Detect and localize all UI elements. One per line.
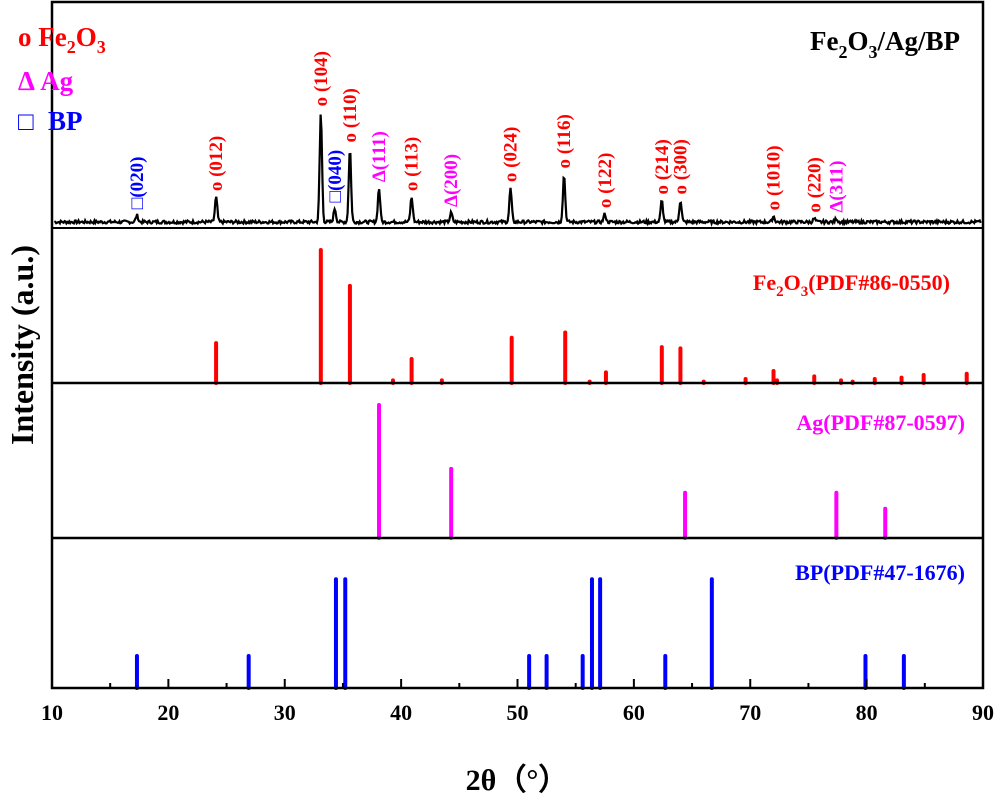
ref-label-ag: Ag(PDF#87-0597): [796, 410, 965, 435]
x-tick-label: 10: [41, 700, 63, 725]
legend-bp: BP: [48, 106, 83, 136]
peak-label: □(040): [325, 150, 346, 203]
x-tick-label: 30: [274, 700, 296, 725]
peak-label: o (024): [501, 127, 522, 182]
peak-label: o (113): [402, 137, 423, 191]
peak-label: □(020): [127, 157, 148, 210]
x-tick-label: 70: [739, 700, 761, 725]
x-tick-label: 40: [390, 700, 412, 725]
peak-labels: □(020) o (012) o (104) □(040) o (110) Δ(111) o…: [127, 51, 847, 213]
x-tick-label: 60: [623, 700, 645, 725]
peak-label: Δ(111): [369, 131, 390, 182]
legend-fe2o3: o Fe2O3: [18, 22, 106, 57]
plot-frame: [50, 0, 985, 690]
ref-label-fe2o3: Fe2O3(PDF#86-0550): [753, 270, 950, 300]
reference-patterns: [134, 248, 969, 690]
x-axis-label: 2θ（°）: [466, 763, 569, 797]
x-tick-label: 80: [856, 700, 878, 725]
x-tick-label: 20: [157, 700, 179, 725]
peak-label: o (220): [804, 157, 825, 212]
peak-label: o (012): [206, 136, 227, 191]
ref-label-bp: BP(PDF#47-1676): [795, 560, 965, 585]
peak-label: o (1010): [764, 145, 785, 210]
peak-label: Δ(200): [441, 154, 462, 207]
x-axis-ticks: 10 20 30 40 50 60 70 80 90: [41, 679, 994, 725]
peak-label: o (110): [340, 88, 361, 142]
peak-label: o (116): [554, 114, 575, 168]
x-tick-label: 90: [972, 700, 994, 725]
peak-label: o (104): [311, 51, 332, 106]
peak-label: o (122): [595, 153, 616, 208]
peak-label: Δ(311): [826, 161, 847, 213]
chart-title: Fe2O3/Ag/BP: [810, 26, 960, 62]
peak-label: o (300): [670, 139, 691, 194]
xrd-pattern-line: [54, 114, 982, 228]
peak-label: o (214): [652, 139, 673, 194]
legend-ag: Δ Ag: [18, 66, 74, 96]
legend-bp-symbol: □: [18, 107, 34, 136]
y-axis-label: Intensity (a.u.): [4, 245, 40, 445]
x-tick-label: 50: [507, 700, 529, 725]
